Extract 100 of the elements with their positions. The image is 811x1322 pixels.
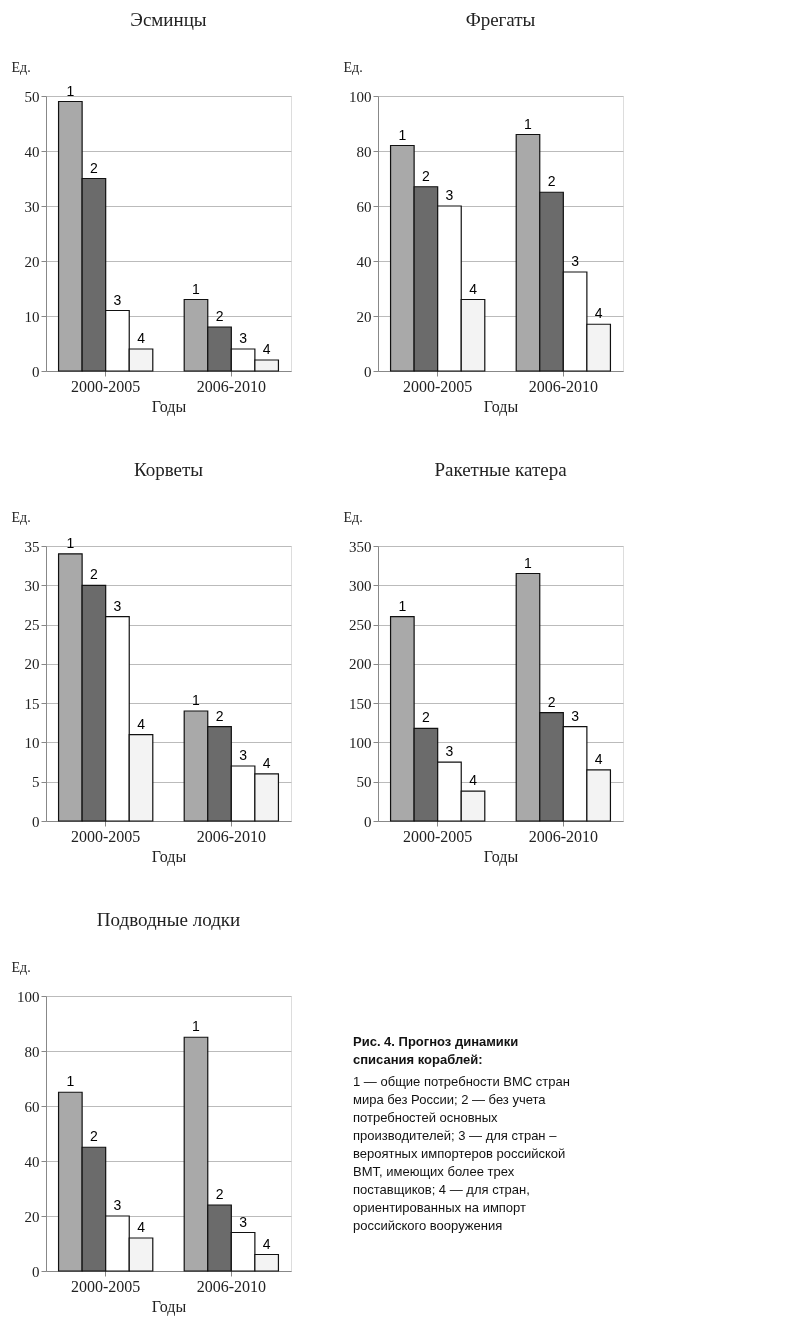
x-axis-title: Годы <box>483 397 519 416</box>
y-tick-label: 100 <box>349 88 372 105</box>
y-tick-label: 20 <box>24 1208 40 1225</box>
series-label: 4 <box>137 330 146 346</box>
series-label: 2 <box>90 159 98 176</box>
x-axis-title: Годы <box>151 1297 187 1316</box>
y-tick-label: 350 <box>349 538 372 555</box>
text: 4 <box>262 1235 271 1252</box>
text: 2 <box>547 693 556 710</box>
text: 2 <box>215 707 224 724</box>
chart-title: Фрегаты <box>465 9 536 30</box>
series-label: 3 <box>445 743 454 760</box>
series-label: 1 <box>398 126 407 143</box>
y-tick-label: 25 <box>24 617 40 634</box>
y-tick-label: 60 <box>356 198 372 215</box>
text: 1 <box>524 115 532 132</box>
y-axis-title: Ед. <box>11 959 31 975</box>
y-tick-label: 250 <box>349 617 372 634</box>
y-tick-label: 100 <box>17 988 40 1005</box>
y-tick-label: 20 <box>24 253 40 270</box>
y-tick-label: 35 <box>24 538 40 555</box>
x-axis-title: Годы <box>151 847 187 866</box>
x-tick-label: 2006-2010 <box>528 827 598 845</box>
y-tick-label: 60 <box>24 1098 40 1115</box>
x-tick-label: 2000-2005 <box>71 1277 141 1295</box>
text: 2 <box>547 173 556 190</box>
y-tick-label: 10 <box>24 734 40 751</box>
series-label: 3 <box>113 1197 122 1213</box>
series-label: 1 <box>66 1073 75 1090</box>
y-tick-label: 300 <box>349 577 372 594</box>
x-tick-label: 2006-2010 <box>196 1277 266 1295</box>
text: 3 <box>571 253 579 269</box>
y-tick-label: 40 <box>24 143 40 160</box>
text: 1 <box>192 1018 200 1035</box>
text: 4 <box>262 754 271 771</box>
series-label: 4 <box>137 715 146 732</box>
y-tick-label: 80 <box>24 1043 40 1060</box>
series-label: 3 <box>445 187 454 203</box>
y-axis-title: Ед. <box>11 509 31 525</box>
series-label: 2 <box>422 167 430 184</box>
y-tick-label: 40 <box>356 253 372 270</box>
y-axis-title: Ед. <box>11 59 31 75</box>
chart-title: Корветы <box>133 459 204 480</box>
y-tick-label: 40 <box>24 1153 40 1170</box>
series-label: 1 <box>66 534 75 551</box>
y-axis-title: Ед. <box>343 59 363 75</box>
y-tick-label: 150 <box>349 695 372 712</box>
y-tick-label: 50 <box>24 88 40 105</box>
text: 3 <box>239 330 247 346</box>
text: 4 <box>262 341 271 357</box>
text: Рис. 4. Прогноз динамики списания кораблей: <box>353 1034 519 1067</box>
series-label: 2 <box>90 1128 98 1145</box>
series-label: 3 <box>113 291 122 308</box>
y-tick-label: 20 <box>24 656 40 673</box>
y-tick-label: 80 <box>356 143 372 160</box>
chart-title: Подводные лодки <box>96 909 241 930</box>
x-tick-label: 2000-2005 <box>71 827 141 845</box>
series-label: 4 <box>469 280 478 297</box>
text: 1 — общие потребности ВМС стран мира без России; 2 — без учета потребностей основных производителей; 3 — для стран – вероятных импортеров российской ВМТ, имеющих более трех поставщиков; 4 — для стран, ориентированных на импорт российского вооружения <box>353 1074 570 1233</box>
y-tick-label: 0 <box>32 813 40 830</box>
x-tick-label: 2006-2010 <box>528 377 598 395</box>
series-label: 2 <box>90 566 98 583</box>
chart-title: Эсминцы <box>130 9 207 30</box>
y-tick-label: 100 <box>349 734 372 751</box>
y-tick-label: 50 <box>356 774 372 791</box>
series-label: 3 <box>113 597 122 614</box>
text: 3 <box>239 747 247 763</box>
y-tick-label: 15 <box>24 695 40 712</box>
text: 4 <box>594 305 603 322</box>
series-label: 1 <box>398 597 407 614</box>
text: 1 <box>524 554 532 571</box>
y-tick-label: 30 <box>24 577 40 594</box>
x-tick-label: 2006-2010 <box>196 377 266 395</box>
text: 1 <box>192 692 200 708</box>
series-label: 2 <box>422 709 430 726</box>
text: 2 <box>215 1186 224 1202</box>
x-axis-title: Годы <box>483 847 519 866</box>
y-axis-title: Ед. <box>343 509 363 525</box>
y-tick-label: 0 <box>364 363 372 380</box>
y-tick-label: 0 <box>364 813 372 830</box>
x-tick-label: 2006-2010 <box>196 827 266 845</box>
y-tick-label: 0 <box>32 1263 40 1280</box>
text: 3 <box>239 1213 247 1230</box>
y-tick-label: 0 <box>32 363 40 380</box>
y-tick-label: 10 <box>24 308 40 325</box>
series-label: 4 <box>137 1219 146 1235</box>
text: 1 <box>192 280 200 297</box>
text: 2 <box>215 308 224 324</box>
text: 3 <box>571 707 579 724</box>
chart-title: Ракетные катера <box>434 459 568 480</box>
x-tick-label: 2000-2005 <box>403 377 473 395</box>
y-tick-label: 30 <box>24 198 40 215</box>
x-tick-label: 2000-2005 <box>71 377 141 395</box>
series-label: 1 <box>66 82 75 99</box>
y-tick-label: 5 <box>32 774 40 791</box>
x-axis-title: Годы <box>151 397 187 416</box>
text: 4 <box>594 750 603 767</box>
series-label: 4 <box>469 772 478 789</box>
y-tick-label: 20 <box>356 308 372 325</box>
y-tick-label: 200 <box>349 656 372 673</box>
